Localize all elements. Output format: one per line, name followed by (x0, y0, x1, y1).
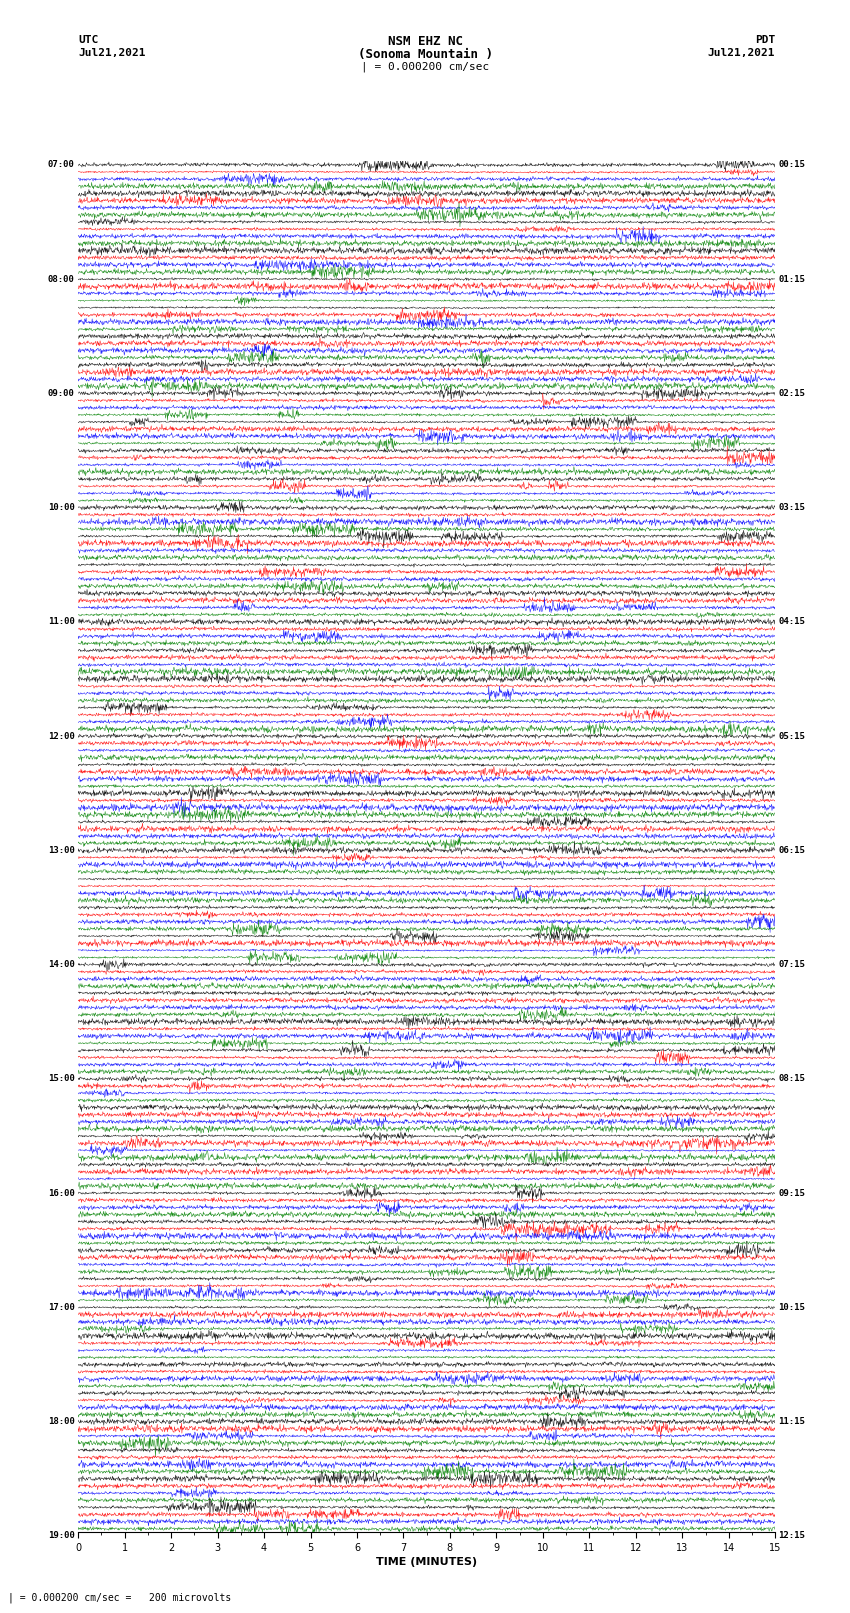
Text: 12:15: 12:15 (779, 1531, 806, 1540)
Text: 09:00: 09:00 (48, 389, 75, 398)
Text: 08:15: 08:15 (779, 1074, 806, 1084)
Text: 16:00: 16:00 (48, 1189, 75, 1198)
Text: 06:15: 06:15 (779, 845, 806, 855)
Text: 10:15: 10:15 (779, 1303, 806, 1311)
Text: 09:15: 09:15 (779, 1189, 806, 1198)
Text: 18:00: 18:00 (48, 1418, 75, 1426)
Text: Jul21,2021: Jul21,2021 (708, 48, 775, 58)
Text: 13:00: 13:00 (48, 845, 75, 855)
Text: 10:00: 10:00 (48, 503, 75, 513)
Text: 11:00: 11:00 (48, 618, 75, 626)
Text: 00:15: 00:15 (779, 160, 806, 169)
Text: 04:15: 04:15 (779, 618, 806, 626)
Text: 01:15: 01:15 (779, 274, 806, 284)
Text: PDT: PDT (755, 35, 775, 45)
Text: | = 0.000200 cm/sec: | = 0.000200 cm/sec (361, 61, 489, 73)
Text: Jul21,2021: Jul21,2021 (78, 48, 145, 58)
Text: 05:15: 05:15 (779, 732, 806, 740)
Text: 17:00: 17:00 (48, 1303, 75, 1311)
Text: 07:15: 07:15 (779, 960, 806, 969)
Text: 12:00: 12:00 (48, 732, 75, 740)
Text: 11:15: 11:15 (779, 1418, 806, 1426)
Text: 07:00: 07:00 (48, 160, 75, 169)
Text: 15:00: 15:00 (48, 1074, 75, 1084)
Text: (Sonoma Mountain ): (Sonoma Mountain ) (358, 48, 492, 61)
X-axis label: TIME (MINUTES): TIME (MINUTES) (377, 1557, 477, 1566)
Text: 02:15: 02:15 (779, 389, 806, 398)
Text: 19:00: 19:00 (48, 1531, 75, 1540)
Text: | = 0.000200 cm/sec =   200 microvolts: | = 0.000200 cm/sec = 200 microvolts (8, 1592, 232, 1603)
Text: NSM EHZ NC: NSM EHZ NC (388, 35, 462, 48)
Text: 03:15: 03:15 (779, 503, 806, 513)
Text: 14:00: 14:00 (48, 960, 75, 969)
Text: UTC: UTC (78, 35, 99, 45)
Text: 08:00: 08:00 (48, 274, 75, 284)
